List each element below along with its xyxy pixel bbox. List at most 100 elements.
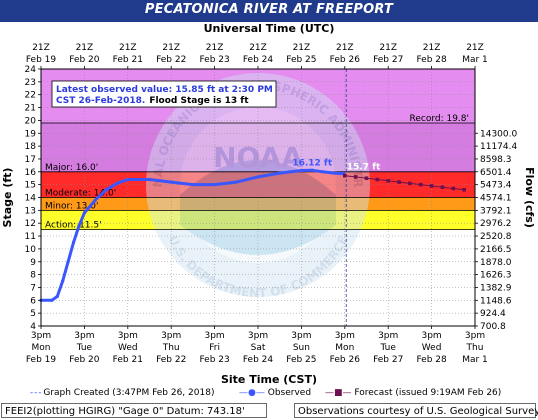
flow-tick-label: 1382.9 bbox=[480, 283, 512, 293]
top-tick-time: 21Z bbox=[32, 43, 50, 53]
bottom-tick-day: Sat bbox=[251, 343, 266, 353]
top-tick-date: Feb 20 bbox=[69, 55, 100, 65]
info-box-flood-stage: Flood Stage is 13 ft bbox=[149, 96, 249, 106]
bottom-tick-date: Feb 21 bbox=[113, 355, 143, 365]
bottom-tick-time: 3pm bbox=[378, 331, 398, 341]
bottom-tick-date: Feb 24 bbox=[243, 355, 274, 365]
stage-tick-label: 20 bbox=[25, 116, 37, 126]
datum-footer: FEEI2(plotting HGIRG) "Gage 0" Datum: 74… bbox=[1, 403, 267, 418]
top-tick-date: Feb 25 bbox=[286, 55, 316, 65]
stage-tick-label: 9 bbox=[30, 258, 36, 268]
legend-forecast-label: Forecast (issued 9:19AM Feb 26) bbox=[354, 388, 502, 398]
flow-tick-label: 1148.6 bbox=[480, 296, 512, 306]
forecast-point bbox=[418, 182, 423, 187]
observed-point bbox=[104, 188, 108, 192]
minor-zone bbox=[41, 197, 475, 211]
bottom-tick-time: 3pm bbox=[31, 331, 51, 341]
observed-point bbox=[77, 224, 81, 228]
flow-tick-label: 5473.4 bbox=[480, 181, 512, 191]
observed-point bbox=[234, 180, 238, 184]
bottom-tick-time: 3pm bbox=[118, 331, 138, 341]
bottom-tick-date: Feb 28 bbox=[416, 355, 447, 365]
bottom-tick-day: Mon bbox=[335, 343, 354, 353]
flow-tick-label: 14300.0 bbox=[480, 129, 517, 139]
bottom-tick-day: Mon bbox=[32, 343, 51, 353]
top-tick-time: 21Z bbox=[76, 43, 94, 53]
forecast-point bbox=[429, 184, 434, 188]
top-tick-time: 21Z bbox=[466, 43, 484, 53]
top-tick-date: Mar 1 bbox=[462, 55, 488, 65]
observed-point bbox=[191, 183, 195, 187]
stage-tick-label: 11 bbox=[25, 232, 36, 242]
left-axis-title: Stage (ft) bbox=[1, 168, 14, 228]
bottom-tick-time: 3pm bbox=[161, 331, 181, 341]
observed-point bbox=[321, 170, 325, 174]
bottom-tick-day: Thu bbox=[162, 343, 180, 353]
forecast-point bbox=[397, 180, 401, 184]
flow-tick-label: 1878.0 bbox=[480, 258, 512, 268]
observed-point bbox=[61, 279, 65, 283]
flow-tick-label: 4574.1 bbox=[480, 194, 512, 204]
forecast-point bbox=[364, 176, 369, 181]
observed-point bbox=[66, 260, 70, 264]
threshold-label-action: Action: 11.5' bbox=[45, 221, 102, 231]
noaa-emblem-outer bbox=[146, 73, 370, 297]
observed-point bbox=[55, 294, 59, 299]
threshold-label-major: Major: 16.0' bbox=[45, 163, 98, 173]
forecast-point bbox=[343, 173, 347, 178]
bottom-tick-day: Tue bbox=[76, 343, 93, 353]
flow-tick-label: 6501.4 bbox=[480, 168, 512, 178]
observed-point bbox=[332, 171, 336, 175]
stage-tick-label: 17 bbox=[25, 155, 36, 165]
bottom-tick-time: 3pm bbox=[291, 331, 311, 341]
observed-point bbox=[278, 171, 282, 175]
legend-forecast: —■— Forecast (issued 9:19AM Feb 26) bbox=[325, 388, 501, 398]
flow-tick-label: 2976.2 bbox=[480, 219, 512, 229]
forecast-point bbox=[386, 178, 390, 183]
forecast-point bbox=[375, 177, 380, 182]
stage-tick-label: 13 bbox=[25, 206, 36, 216]
chart-title: PECATONICA RIVER AT FREEPORT bbox=[144, 2, 394, 17]
top-tick-time: 21Z bbox=[336, 43, 354, 53]
observed-point bbox=[93, 198, 97, 202]
stage-tick-label: 12 bbox=[25, 219, 36, 229]
legend: - - - Graph Created (3:47PM Feb 26, 2018… bbox=[0, 387, 538, 401]
stage-tick-label: 7 bbox=[30, 283, 36, 293]
observed-point bbox=[50, 298, 54, 302]
bottom-tick-day: Tue bbox=[380, 343, 397, 353]
observed-point bbox=[126, 177, 130, 182]
flow-tick-label: 2520.8 bbox=[480, 232, 512, 242]
stage-tick-label: 8 bbox=[30, 271, 36, 281]
stage-tick-label: 14 bbox=[25, 194, 37, 204]
observed-point bbox=[115, 181, 119, 185]
observed-point bbox=[213, 183, 217, 187]
flow-tick-label: 8598.3 bbox=[480, 155, 512, 165]
dashed-line-icon: - - - bbox=[30, 388, 42, 398]
record-label: Record: 19.8' bbox=[409, 114, 469, 124]
stage-tick-label: 23 bbox=[25, 78, 36, 88]
stage-tick-label: 4 bbox=[30, 322, 36, 332]
observed-point bbox=[169, 180, 173, 184]
legend-observed-label: Observed bbox=[267, 388, 312, 398]
bottom-tick-day: Fri bbox=[209, 343, 220, 353]
legend-observed: —●— Observed bbox=[239, 388, 311, 398]
top-tick-date: Feb 23 bbox=[199, 55, 229, 65]
legend-graph-created-label: Graph Created (3:47PM Feb 26, 2018) bbox=[43, 388, 215, 398]
bottom-tick-day: Wed bbox=[118, 343, 138, 353]
stage-tick-label: 21 bbox=[25, 104, 36, 114]
observed-point bbox=[147, 177, 152, 182]
observed-point bbox=[82, 211, 86, 215]
observed-line bbox=[41, 168, 344, 302]
top-tick-time: 21Z bbox=[162, 43, 180, 53]
top-tick-date: Feb 28 bbox=[416, 55, 447, 65]
flow-tick-label: 924.4 bbox=[480, 309, 506, 319]
bottom-tick-time: 3pm bbox=[465, 331, 485, 341]
forecast-point bbox=[440, 185, 445, 190]
peak-value-label: 16.12 ft bbox=[292, 158, 333, 168]
flow-tick-label: 3792.1 bbox=[480, 206, 512, 216]
info-box-date: CST 26-Feb-2018. bbox=[56, 96, 145, 106]
bottom-tick-date: Feb 20 bbox=[69, 355, 100, 365]
threshold-label-minor: Minor: 13.0' bbox=[45, 201, 98, 211]
top-tick-date: Feb 27 bbox=[373, 55, 403, 65]
